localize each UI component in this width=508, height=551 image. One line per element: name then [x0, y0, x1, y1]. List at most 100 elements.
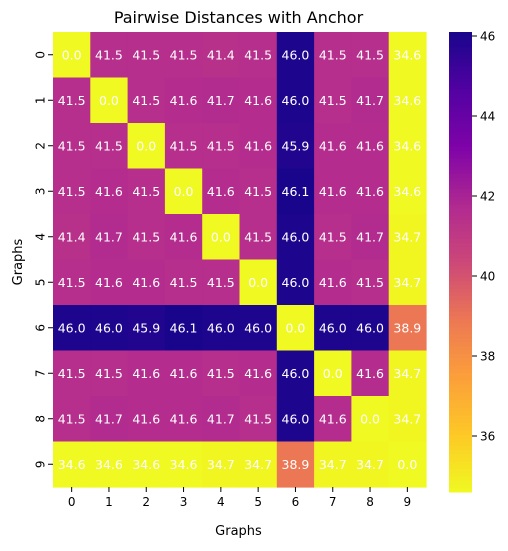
cell-value-label: 41.5 [170, 138, 198, 153]
heatmap-cell-1-8 [351, 77, 390, 124]
heatmap-cell-1-4 [202, 77, 241, 124]
cell-value-label: 41.7 [207, 411, 235, 426]
y-tick-label: 1 [34, 96, 48, 104]
cell-value-label: 0.0 [174, 184, 194, 199]
x-tick-label: 3 [180, 495, 188, 509]
heatmap-cell-2-8 [351, 123, 390, 170]
heatmap-cell-4-5 [239, 214, 278, 261]
colorbar-segment [449, 254, 472, 259]
colorbar-segment [449, 55, 472, 60]
colorbar-segment [449, 162, 472, 167]
heatmap-cell-5-5 [239, 259, 278, 306]
heatmap-cell-3-7 [314, 168, 352, 215]
heatmap-cell-4-3 [164, 214, 203, 261]
colorbar-segment [449, 81, 472, 87]
colorbar-segment [449, 338, 472, 343]
cell-value-label: 41.6 [244, 138, 272, 153]
colorbar-segment [449, 331, 472, 336]
colorbar-segment [449, 304, 472, 309]
colorbar-segment [449, 457, 472, 462]
colorbar-segment [449, 104, 472, 110]
colorbar-segment [449, 120, 472, 125]
colorbar-segment [449, 35, 472, 41]
colorbar-segment [449, 231, 472, 236]
cell-value-label: 34.6 [95, 457, 123, 472]
y-axis-ticks: 0 1 2 3 4 5 6 7 8 9 [34, 51, 53, 468]
heatmap-cell-0-4 [202, 32, 241, 79]
colorbar-segment [449, 273, 472, 278]
colorbar-segment [449, 365, 472, 370]
heatmap-cell-7-2 [127, 350, 166, 397]
colorbar-segment [449, 170, 472, 175]
colorbar-segment [449, 281, 472, 286]
heatmap-cell-0-9 [388, 32, 427, 79]
colorbar-segment [449, 78, 472, 83]
heatmap-cell-8-4 [202, 396, 241, 443]
y-tick-label: 3 [34, 187, 48, 195]
heatmap-cell-2-0 [53, 123, 91, 170]
cell-value-label: 34.7 [393, 366, 421, 381]
y-tick-label: 0 [34, 51, 48, 59]
heatmap-cell-3-2 [127, 168, 166, 215]
y-tick-label: 9 [34, 460, 48, 468]
colorbar-segment [449, 101, 472, 106]
x-tick-label: 4 [217, 495, 225, 509]
heatmap-cell-4-0 [53, 214, 91, 261]
cell-value-label: 46.0 [282, 93, 310, 108]
colorbar-segment [449, 39, 472, 44]
y-tick-label: 6 [34, 324, 48, 332]
colorbar-segment [449, 196, 472, 202]
cell-value-label: 41.6 [356, 366, 384, 381]
heatmap-cell-3-4 [202, 168, 241, 215]
y-tick-label: 4 [34, 233, 48, 241]
colorbar-segment [449, 423, 472, 428]
colorbar-segment [449, 108, 472, 113]
cell-value-label: 34.7 [244, 457, 272, 472]
colorbar-segment [449, 419, 472, 424]
colorbar-segment [449, 127, 472, 133]
heatmap-cell-7-8 [351, 350, 390, 397]
colorbar-segment [449, 465, 472, 470]
cell-value-label: 41.5 [244, 184, 272, 199]
heatmap-cell-5-6 [276, 259, 315, 306]
heatmap-cell-9-8 [351, 441, 390, 488]
cell-value-label: 41.7 [95, 229, 123, 244]
cell-value-label: 41.7 [356, 229, 384, 244]
colorbar-segment [449, 85, 472, 90]
heatmap-cell-2-6 [276, 123, 315, 170]
heatmap-cell-7-7 [314, 350, 352, 397]
cell-value-label: 34.6 [393, 93, 421, 108]
colorbar-segment [449, 97, 472, 102]
cell-value-label: 0.0 [360, 411, 380, 426]
heatmap-cell-7-0 [53, 350, 91, 397]
colorbar-segment [449, 62, 472, 67]
heatmap-cell-3-3 [164, 168, 203, 215]
colorbar-segment [449, 380, 472, 386]
colorbar-segment [449, 396, 472, 401]
colorbar-segment [449, 47, 472, 52]
colorbar-tick-label: 46 [480, 30, 495, 44]
colorbar-tick-label: 36 [480, 430, 495, 444]
heatmap-cell-8-3 [164, 396, 203, 443]
colorbar-segment [449, 369, 472, 374]
cell-value-label: 41.5 [319, 93, 347, 108]
cell-value-label: 34.6 [170, 457, 198, 472]
heatmap-cell-9-3 [164, 441, 203, 488]
heatmap-cell-0-6 [276, 32, 315, 79]
colorbar-segment [449, 227, 472, 232]
heatmap-cell-2-9 [388, 123, 427, 170]
colorbar-segment [449, 453, 472, 458]
colorbar-segment [449, 342, 472, 347]
cell-value-label: 41.6 [132, 275, 160, 290]
heatmap-cell-0-8 [351, 32, 390, 79]
colorbar-segment [449, 446, 472, 451]
heatmap-cell-8-2 [127, 396, 166, 443]
heatmap-cell-6-7 [314, 305, 352, 352]
cell-value-label: 34.7 [319, 457, 347, 472]
heatmap-cell-0-3 [164, 32, 203, 79]
colorbar-segment [449, 43, 472, 48]
heatmap-cell-4-1 [90, 214, 129, 261]
cell-value-label: 41.5 [58, 93, 86, 108]
heatmap-cell-6-9 [388, 305, 427, 352]
heatmap-cell-5-4 [202, 259, 241, 306]
